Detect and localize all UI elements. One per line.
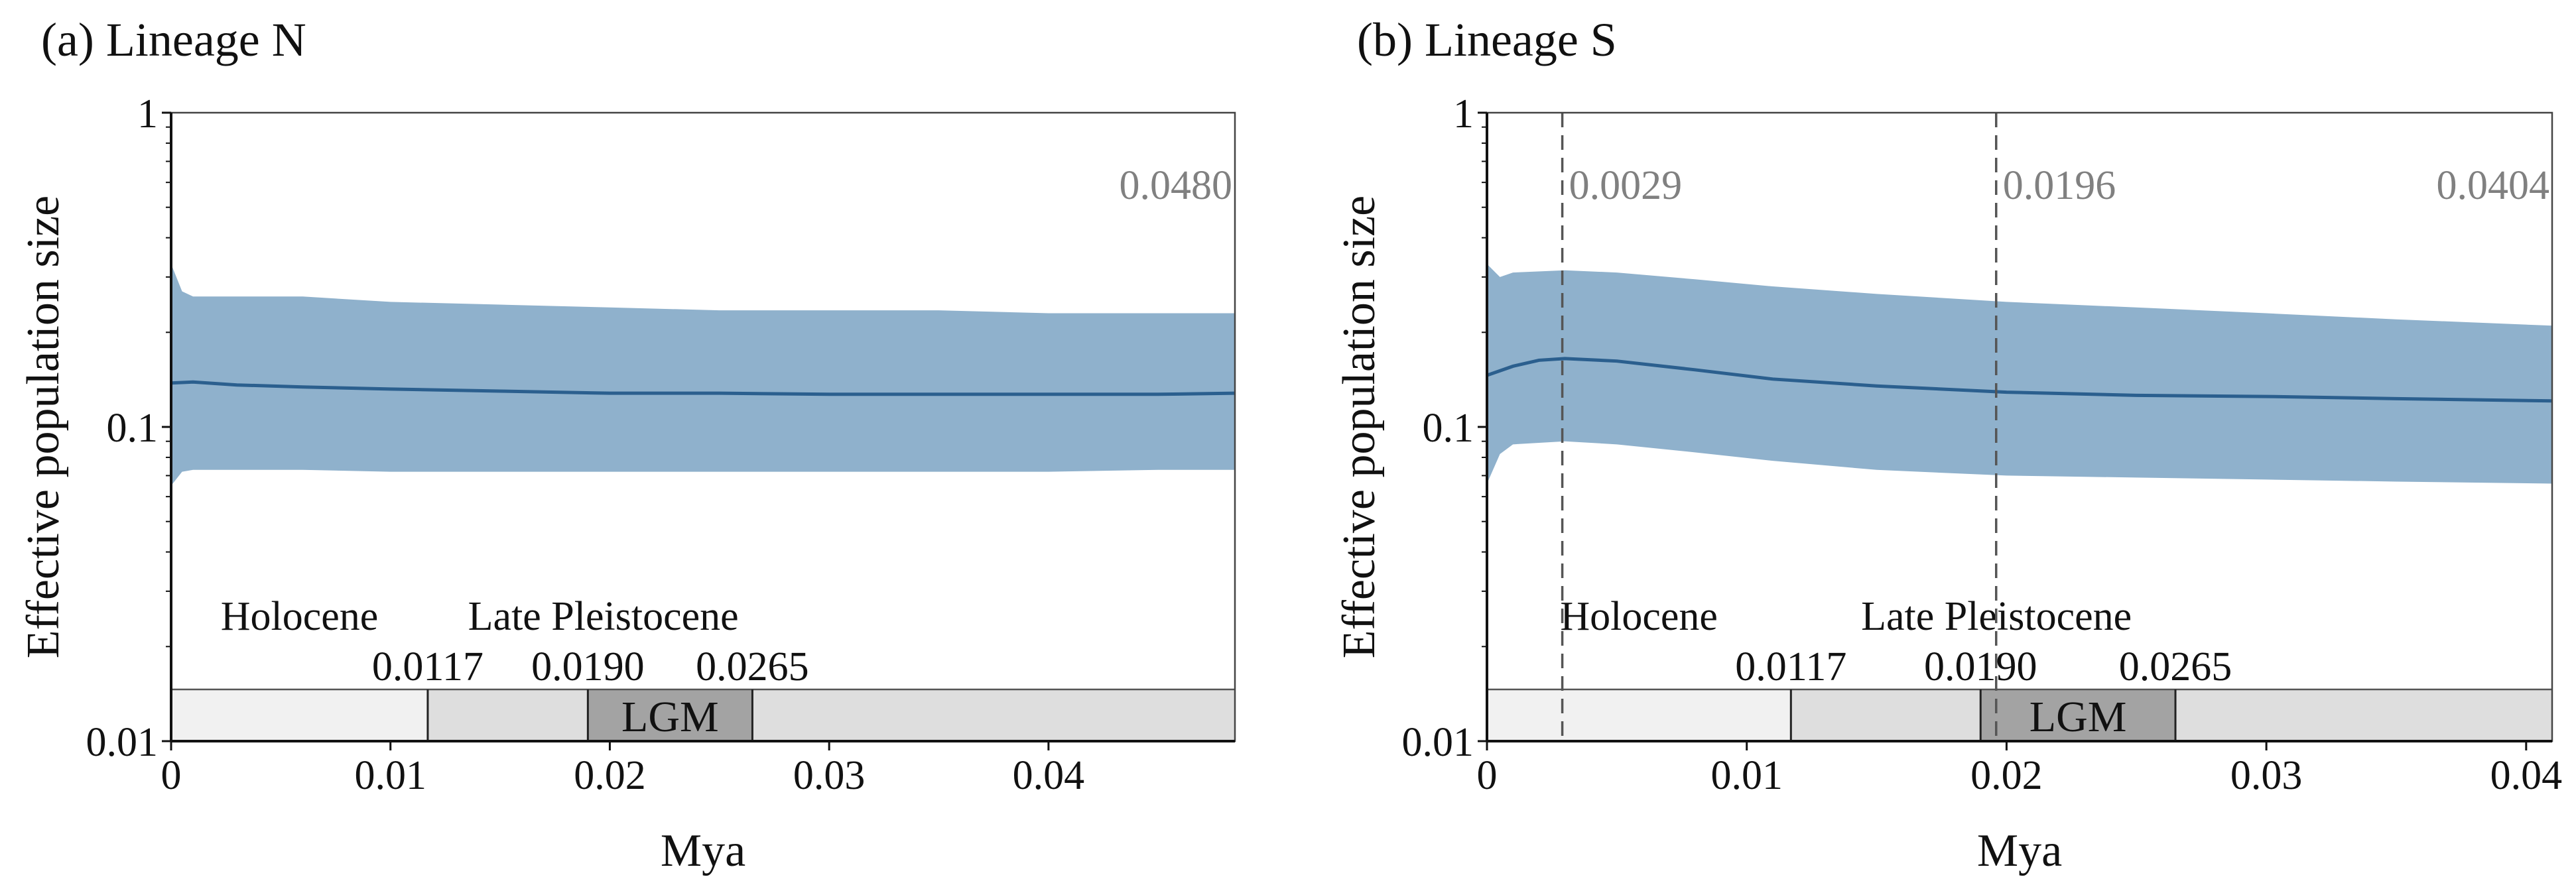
holocene-bar: [1487, 689, 1791, 741]
late-pleistocene-label: Late Pleistocene: [468, 594, 739, 639]
y-tick-label: 0.01: [86, 720, 159, 765]
x-tick-label: 0.02: [1970, 753, 2043, 798]
hpd-band: [1487, 264, 2552, 484]
y-tick-label: 0.1: [1423, 406, 1474, 451]
x-axis-label: Mya: [1977, 825, 2062, 876]
x-axis-label: Mya: [661, 825, 745, 876]
lgm-bar: [1980, 689, 2176, 741]
late-pleistocene-bar: [427, 689, 1235, 741]
y-tick-label: 0.01: [1402, 720, 1474, 765]
median-line: [171, 380, 1235, 396]
epoch-boundary-label: 0.0190: [531, 644, 645, 689]
lgm-bar: [588, 689, 753, 741]
holocene-label: Holocene: [1560, 594, 1718, 639]
holocene-bar: [171, 689, 428, 741]
panel-title: (a) Lineage N: [41, 13, 306, 66]
epoch-boundary-label: 0.0117: [1735, 644, 1846, 689]
epoch-boundary-label: 0.0190: [1924, 644, 2037, 689]
x-tick-label: 0.04: [2490, 753, 2563, 798]
median-line: [1487, 357, 2552, 403]
y-axis-label: Effective population size: [1334, 196, 1385, 658]
panel-title: (b) Lineage S: [1357, 13, 1617, 66]
y-tick-label: 1: [1453, 91, 1474, 137]
panel-lineage-n: 0.0117 0.0190 0.0265 Holocene Late Pleistoce…: [18, 13, 1236, 876]
x-tick-label: 0.01: [354, 753, 426, 798]
y-tick-label: 1: [137, 91, 158, 137]
x-tick-label: 0.03: [2230, 753, 2303, 798]
annotation-value: 0.0480: [1120, 163, 1233, 208]
x-tick-label: 0.01: [1710, 753, 1783, 798]
x-tick-label: 0: [161, 753, 182, 798]
holocene-label: Holocene: [221, 594, 379, 639]
x-tick-label: 0.03: [793, 753, 866, 798]
y-axis-label: Effective population size: [18, 196, 69, 658]
annotation-value: 0.0029: [1569, 163, 1683, 208]
epoch-boundary-label: 0.0265: [2119, 644, 2232, 689]
epoch-boundary-label: 0.0117: [372, 644, 483, 689]
x-tick-label: 0: [1477, 753, 1498, 798]
lgm-label: LGM: [2029, 693, 2127, 741]
hpd-band: [171, 264, 1235, 486]
annotation-value: 0.0196: [2003, 163, 2116, 208]
epoch-boundary-label: 0.0265: [696, 644, 809, 689]
lgm-label: LGM: [621, 693, 719, 741]
x-tick-label: 0.04: [1013, 753, 1085, 798]
y-tick-label: 0.1: [107, 406, 159, 451]
x-tick-label: 0.02: [574, 753, 646, 798]
annotation-value: 0.0404: [2437, 163, 2550, 208]
